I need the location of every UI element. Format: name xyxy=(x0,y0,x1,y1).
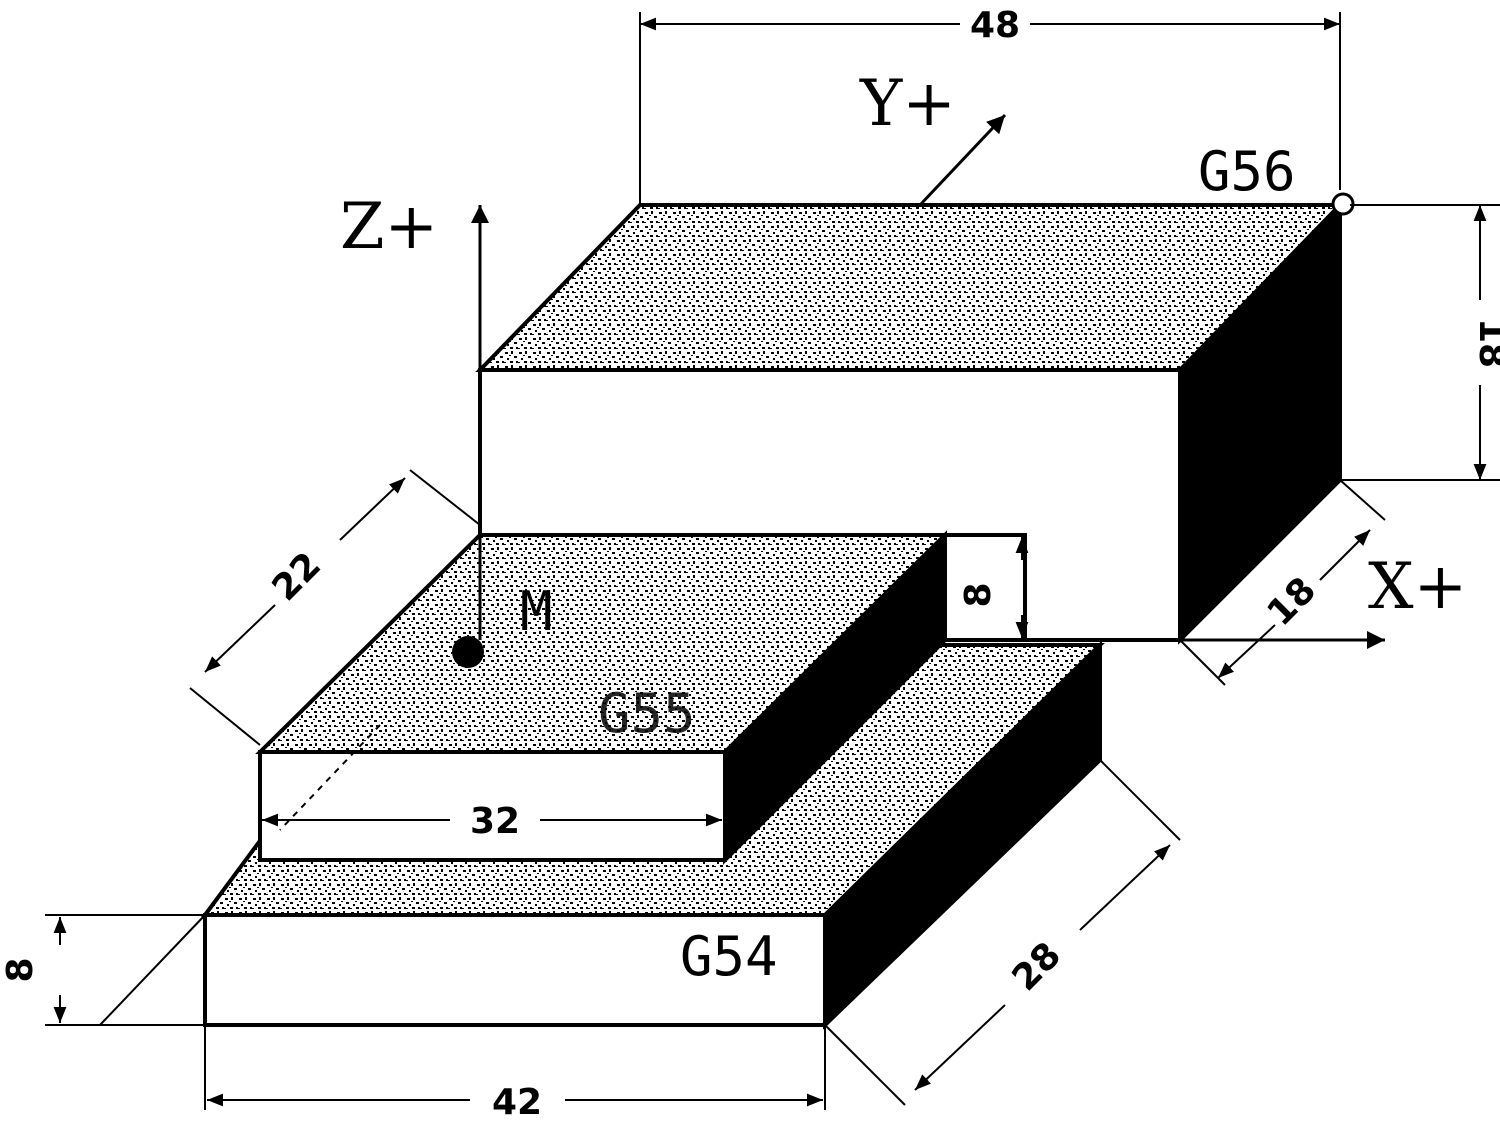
hidden-edge-line xyxy=(279,724,381,831)
z-axis-label: Z+ xyxy=(340,190,438,264)
dim-mid-width-value: 32 xyxy=(470,801,520,842)
dim-top-height: 18 xyxy=(1340,204,1500,481)
machine-origin-label: M xyxy=(520,580,553,643)
y-axis-line xyxy=(918,113,1007,207)
dim-base-height: 8 xyxy=(0,914,206,1026)
g56-label: G56 xyxy=(1198,140,1296,203)
middle-block xyxy=(255,530,950,865)
dim-mid-height-value: 8 xyxy=(958,582,999,607)
dim-top-depth-value: 18 xyxy=(1260,570,1324,634)
dim-top-width: 48 xyxy=(639,5,1341,205)
dim-base-width: 42 xyxy=(204,1025,826,1121)
dim-base-height-value: 8 xyxy=(0,957,41,982)
step-riser-face xyxy=(943,533,1027,642)
dim-mid-width: 32 xyxy=(262,801,722,842)
dim-base-depth-value: 28 xyxy=(1005,935,1069,999)
machine-origin-marker xyxy=(452,636,484,668)
dim-mid-depth-value: 22 xyxy=(265,545,329,609)
dim-top-width-value: 48 xyxy=(970,5,1020,46)
g54-label: G54 xyxy=(680,925,778,988)
g55-label: G55 xyxy=(598,682,696,745)
dim-mid-height: 8 xyxy=(958,537,1029,638)
x-axis-label: X+ xyxy=(1368,550,1467,624)
dim-top-height-value: 18 xyxy=(1471,318,1500,368)
dim-base-width-value: 42 xyxy=(492,1082,542,1121)
y-axis-label: Y+ xyxy=(859,67,956,141)
coordinate-axes xyxy=(471,113,1385,649)
